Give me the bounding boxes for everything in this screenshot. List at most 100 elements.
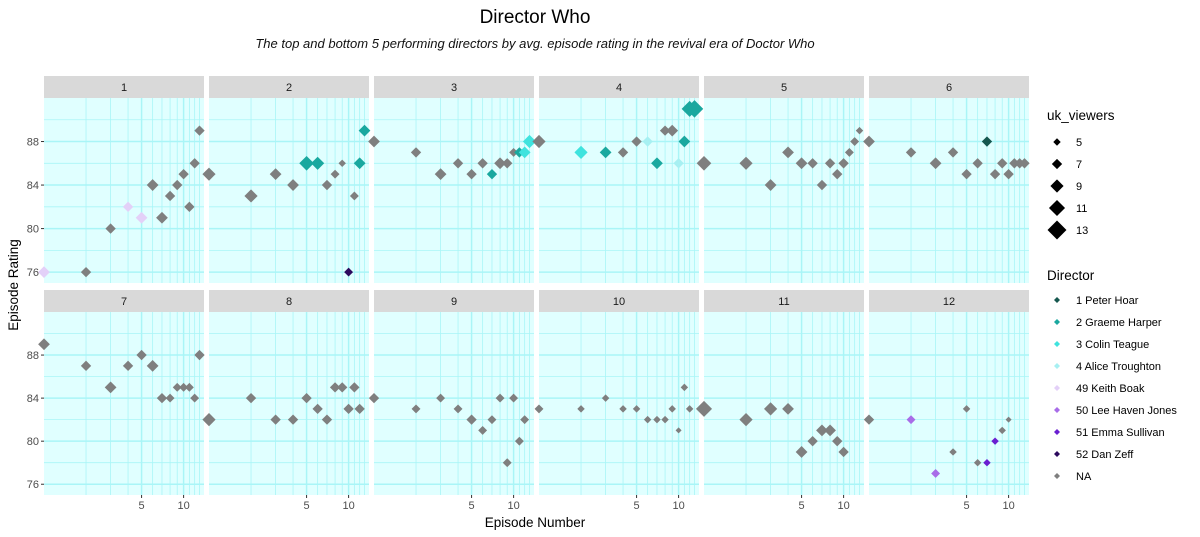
episode-point	[782, 146, 794, 159]
facet-strip	[704, 76, 864, 98]
episode-point	[844, 147, 854, 157]
episode-point	[321, 414, 333, 425]
episode-point	[838, 446, 849, 458]
episode-point	[487, 415, 497, 425]
episode-point	[1005, 416, 1012, 423]
episode-point	[795, 446, 808, 458]
color-legend: 1 Peter Hoar 2 Graeme Harper 3 Colin Teagu…	[1054, 295, 1177, 483]
facet-strip-label: 8	[286, 296, 292, 308]
chart-subtitle: The top and bottom 5 performing director…	[255, 36, 814, 51]
episode-point	[453, 404, 463, 414]
episode-point	[947, 147, 959, 158]
episode-point	[80, 266, 92, 278]
episode-point	[311, 156, 325, 170]
episode-point	[661, 415, 669, 424]
episode-point	[680, 383, 689, 392]
episode-point	[146, 179, 159, 191]
size-legend-label: 5	[1076, 137, 1082, 149]
episode-point	[299, 155, 314, 171]
episode-point	[184, 201, 195, 212]
episode-point	[905, 147, 917, 158]
episode-point	[651, 157, 663, 170]
episode-point	[269, 168, 282, 181]
episode-point	[343, 403, 354, 415]
color-legend-label: 1 Peter Hoar	[1076, 295, 1139, 307]
panel-background	[44, 98, 204, 283]
color-legend-key	[1054, 429, 1060, 435]
color-legend-key	[1054, 407, 1060, 413]
facet-panel-2: 2	[202, 76, 371, 283]
size-legend-label: 11	[1076, 203, 1087, 215]
episode-point	[619, 405, 627, 413]
color-legend-key	[1054, 473, 1060, 479]
episode-point	[518, 146, 531, 159]
episode-point	[321, 179, 333, 191]
y-tick-label: 84	[27, 180, 39, 192]
panel-background	[209, 312, 369, 495]
facet-panel-6: 6	[863, 76, 1030, 283]
episode-point	[816, 424, 828, 437]
episode-point	[244, 189, 258, 203]
facet-strip	[44, 290, 204, 312]
size-legend-title: uk_viewers	[1047, 108, 1115, 123]
size-legend-key	[1047, 220, 1067, 240]
x-axis-title: Episode Number	[485, 515, 586, 530]
panel-background	[704, 98, 864, 283]
facet-strip-label: 3	[451, 82, 457, 94]
episode-point	[344, 267, 354, 277]
episode-point	[997, 158, 1008, 169]
episode-point	[981, 136, 993, 147]
color-legend-label: 51 Emma Sullivan	[1076, 427, 1165, 439]
episode-point	[502, 458, 512, 468]
x-tick-label: 10	[177, 500, 189, 512]
facet-strip-label: 7	[121, 296, 127, 308]
episode-point	[599, 146, 612, 159]
episode-point	[632, 405, 641, 413]
episode-point	[329, 382, 341, 393]
episode-point	[739, 156, 753, 170]
episode-point	[739, 413, 753, 427]
episode-point	[156, 392, 168, 404]
episode-point	[287, 179, 299, 191]
x-tick-label: 10	[342, 500, 354, 512]
size-legend-label: 7	[1076, 159, 1082, 171]
facet-strip-label: 6	[946, 82, 952, 94]
episode-point	[146, 359, 159, 372]
episode-point	[577, 405, 585, 413]
episode-point	[164, 190, 176, 202]
facet-strip-label: 4	[616, 82, 622, 94]
facet-strip-label: 2	[286, 82, 292, 94]
panel-background	[869, 98, 1029, 283]
color-legend-key	[1054, 297, 1060, 303]
episode-point	[122, 201, 134, 212]
color-legend-key	[1054, 385, 1060, 391]
episode-point	[353, 157, 366, 170]
facet-panel-1: 1 76 80 84 88	[27, 76, 205, 283]
x-tick-label: 10	[672, 500, 684, 512]
episode-point	[495, 393, 505, 403]
episode-point	[189, 158, 200, 169]
color-legend-key	[1054, 319, 1060, 325]
color-legend-label: 4 Alice Troughton	[1076, 361, 1161, 373]
color-legend-key	[1054, 363, 1060, 369]
episode-point	[973, 458, 982, 467]
color-legend-label: 49 Keith Boak	[1076, 383, 1145, 395]
legend: uk_viewers 5 7 9 11 13 Director 1 Peter Hoar…	[1047, 108, 1177, 483]
episode-point	[643, 415, 652, 424]
episode-point	[642, 136, 653, 147]
color-legend-label: 50 Lee Haven Jones	[1076, 405, 1177, 417]
y-tick-label: 84	[27, 393, 39, 405]
episode-point	[410, 147, 422, 158]
episode-point	[178, 169, 189, 180]
episode-point	[509, 393, 519, 403]
panel-background	[374, 312, 534, 495]
episode-point	[165, 393, 175, 403]
episode-point	[807, 436, 818, 447]
episode-point	[534, 404, 544, 414]
episode-point	[509, 147, 519, 157]
episode-point	[478, 425, 488, 435]
episode-point	[666, 124, 679, 137]
facet-strip-label: 9	[451, 296, 457, 308]
size-legend-label: 9	[1076, 181, 1082, 193]
